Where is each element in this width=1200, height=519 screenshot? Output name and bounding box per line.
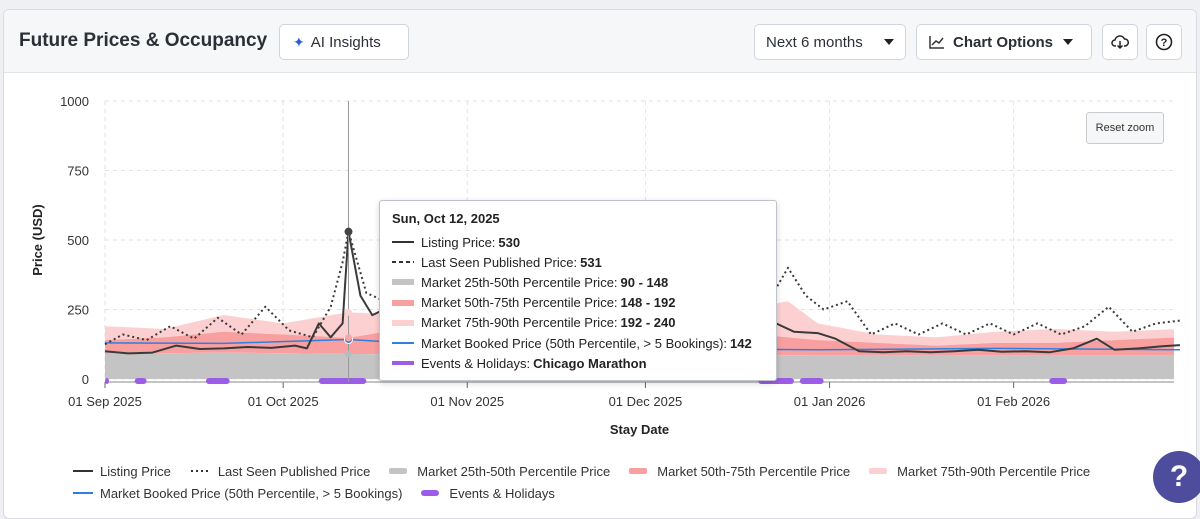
x-tick-label: 01 Feb 2026 [977,394,1050,409]
red-band-swatch [392,299,414,306]
help-chat-button[interactable]: ? [1153,451,1200,503]
y-tick-label: 1000 [60,94,89,109]
download-button[interactable] [1102,24,1138,60]
legend-item-listing[interactable]: Listing Price [72,464,171,479]
hover-marker-p25 [344,350,352,358]
event-bar [1049,378,1068,384]
tooltip-row: Listing Price: 530 [392,232,766,252]
tooltip-date: Sun, Oct 12, 2025 [392,211,500,226]
legend-item-p50-75[interactable]: Market 50th-75th Percentile Price [629,464,850,479]
help-button[interactable]: ? [1146,24,1182,60]
legend-item-booked[interactable]: Market Booked Price (50th Percentile, > … [72,486,402,501]
x-tick-label: 01 Dec 2025 [609,394,683,409]
question-circle-icon: ? [1155,33,1173,51]
y-axis-title: Price (USD) [30,204,45,276]
x-tick-label: 01 Nov 2025 [430,394,504,409]
chevron-down-icon [1063,39,1073,45]
x-tick-label: 01 Sep 2025 [68,394,142,409]
purple-band-swatch [421,490,440,496]
x-axis-title: Stay Date [610,422,669,437]
event-bar [799,378,824,384]
date-range-select[interactable]: Next 6 months [754,24,906,60]
legend-item-p75-90[interactable]: Market 75th-90th Percentile Price [869,464,1090,479]
sparkle-icon: ✦ [293,33,305,50]
tooltip-row: Events & Holidays: Chicago Marathon [392,353,766,373]
dotted-line-swatch [190,470,211,472]
x-tick-label: 01 Oct 2025 [248,394,319,409]
hover-marker-p50 [344,334,352,342]
cloud-download-icon [1111,35,1129,50]
tooltip-row: Market Booked Price (50th Percentile, > … [392,333,766,353]
event-bar [205,378,230,384]
chart-line-icon [929,36,944,49]
y-tick-label: 750 [67,164,89,179]
tooltip-row: Market 50th-75th Percentile Price: 148 - … [392,293,766,313]
svg-text:?: ? [1161,37,1168,49]
pink-band-swatch [392,319,414,326]
hover-marker-listing [344,227,353,236]
event-bar [134,378,147,384]
x-tick-label: 01 Jan 2026 [794,394,866,409]
solid-line-swatch [73,470,93,472]
dashed-line-swatch [392,261,414,264]
red-band-swatch [629,468,648,474]
blue-line-swatch [392,342,414,345]
y-tick-label: 500 [67,233,89,248]
blue-line-swatch [73,492,93,494]
gray-band-swatch [392,279,414,286]
chart-card: Future Prices & Occupancy ✦ AI Insights … [3,9,1197,519]
chevron-down-icon [884,39,894,45]
solid-line-swatch [392,241,414,244]
legend-item-events[interactable]: Events & Holidays [421,486,555,501]
chart-header: Future Prices & Occupancy ✦ AI Insights … [4,10,1196,73]
chart-tooltip: Sun, Oct 12, 2025 Listing Price: 530 Last… [379,200,777,381]
pink-band-swatch [869,468,888,474]
tooltip-row: Market 75th-90th Percentile Price: 192 - … [392,313,766,333]
page-title: Future Prices & Occupancy [19,30,268,51]
y-tick-label: 0 [82,372,89,387]
reset-zoom-button[interactable]: Reset zoom [1086,112,1164,144]
tooltip-row: Market 25th-50th Percentile Price: 90 - 1… [392,272,766,292]
legend-item-p25-50[interactable]: Market 25th-50th Percentile Price [389,464,610,479]
gray-band-swatch [389,468,408,474]
question-icon: ? [1169,460,1189,493]
event-bar [105,378,109,384]
event-bar [318,378,367,384]
purple-line-swatch [392,361,414,366]
legend-item-published[interactable]: Last Seen Published Price [190,464,370,479]
chart-legend: Listing Price Last Seen Published Price … [72,460,1172,504]
tooltip-row: Last Seen Published Price: 531 [392,252,766,272]
hover-marker-p75 [344,308,352,316]
ai-insights-button[interactable]: ✦ AI Insights [279,24,409,60]
chart-options-button[interactable]: Chart Options [916,24,1092,60]
y-tick-label: 250 [67,303,89,318]
